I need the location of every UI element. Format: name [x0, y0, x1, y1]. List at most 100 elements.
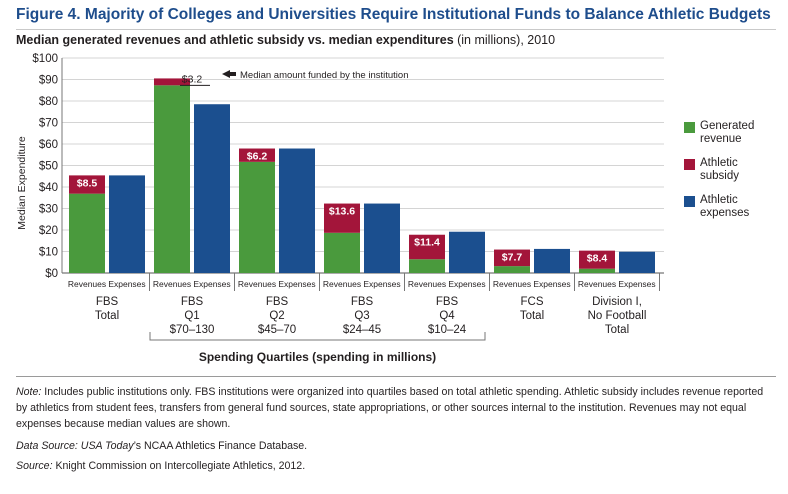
legend-swatch-expenses	[684, 196, 695, 207]
category-label: Q2	[269, 310, 284, 322]
category-label: FBS	[96, 296, 119, 308]
bar-subsidy	[69, 175, 105, 194]
legend-label-subsidy-2: subsidy	[700, 170, 739, 182]
note-paragraph: Note: Includes public institutions only.…	[16, 384, 776, 432]
y-tick-label: $90	[39, 75, 58, 87]
source-rest: Knight Commission on Intercollegiate Ath…	[52, 460, 306, 472]
data-source-italic: USA Today	[77, 440, 134, 452]
notes-block: Note: Includes public institutions only.…	[16, 384, 776, 478]
chart-legend: Generated revenue Athletic subsidy Athle…	[684, 120, 788, 231]
category-label: Total	[605, 324, 629, 336]
figure-title: Figure 4. Majority of Colleges and Unive…	[16, 6, 771, 23]
y-tick-label: $50	[39, 161, 58, 173]
y-axis-label: Median Expenditure	[16, 136, 28, 230]
subtitle-bold: Median generated revenues and athletic s…	[16, 33, 454, 47]
bar-expenses	[364, 203, 400, 273]
legend-label-subsidy-1: Athletic	[700, 157, 738, 169]
bar-label-expenses: Expenses	[618, 279, 655, 289]
bar-subsidy	[324, 203, 360, 233]
category-label: Division I,	[592, 296, 642, 308]
category-label: No Football	[588, 310, 647, 322]
y-tick-label: $70	[39, 118, 58, 130]
legend-swatch-subsidy	[684, 159, 695, 170]
notes-divider	[16, 376, 776, 377]
category-label: Q3	[354, 310, 369, 322]
bar-generated	[239, 161, 275, 273]
bar-generated	[154, 85, 190, 274]
bar-label-expenses: Expenses	[533, 279, 570, 289]
bar-label-revenues: Revenues	[68, 279, 106, 289]
legend-swatch-generated	[684, 122, 695, 133]
bar-subsidy	[154, 78, 190, 86]
bar-generated	[409, 259, 445, 273]
bar-label-expenses: Expenses	[278, 279, 315, 289]
title-divider	[16, 29, 776, 30]
chart-subtitle: Median generated revenues and athletic s…	[16, 33, 555, 47]
bar-expenses	[619, 251, 655, 273]
category-label: $24–45	[343, 324, 381, 336]
bar-expenses	[194, 104, 230, 273]
bar-label-revenues: Revenues	[408, 279, 446, 289]
bar-generated	[324, 232, 360, 273]
y-tick-label: $20	[39, 225, 58, 237]
quartile-bracket-label: Spending Quartiles (spending in millions…	[199, 350, 436, 364]
bar-generated	[579, 268, 615, 273]
category-label: Q4	[439, 310, 455, 322]
y-tick-label: $30	[39, 204, 58, 216]
legend-label-generated-1: Generated	[700, 120, 755, 132]
category-label: Q1	[184, 310, 199, 322]
note-text: Includes public institutions only. FBS i…	[16, 386, 764, 430]
bar-label-revenues: Revenues	[578, 279, 616, 289]
y-tick-label: $0	[45, 268, 58, 280]
category-label: FBS	[351, 296, 374, 308]
legend-item-generated: Generated revenue	[684, 120, 788, 146]
category-label: FCS	[521, 296, 544, 308]
bar-chart: $0 $10 $20 $30 $40 $50 $60 $70 $80 $90 $100 Median …	[16, 53, 664, 364]
legend-label-expenses-2: expenses	[700, 207, 750, 219]
bar-subsidy	[579, 250, 615, 269]
data-source-line: Data Source: USA Today’s NCAA Athletics …	[16, 438, 776, 454]
bar-expenses	[109, 175, 145, 273]
legend-item-expenses: Athletic expenses	[684, 194, 788, 220]
bar-label-expenses: Expenses	[193, 279, 230, 289]
data-label-subsidy: $6.2	[247, 151, 268, 163]
bar-generated	[69, 193, 105, 273]
bar-expenses	[449, 231, 485, 273]
category-label: $70–130	[170, 324, 215, 336]
data-label-subsidy: $8.4	[587, 253, 608, 265]
category-label: $45–70	[258, 324, 296, 336]
bar-subsidy	[494, 249, 530, 267]
bar-expenses	[279, 148, 315, 273]
data-label-subsidy: $8.5	[77, 177, 98, 189]
bar-label-expenses: Expenses	[448, 279, 485, 289]
data-label-subsidy: $13.6	[329, 206, 355, 218]
y-tick-label: $40	[39, 182, 58, 194]
bar-label-revenues: Revenues	[493, 279, 531, 289]
category-label: Total	[95, 310, 119, 322]
category-label: FBS	[266, 296, 289, 308]
y-tick-label: $60	[39, 139, 58, 151]
bar-generated	[494, 266, 530, 273]
bar-expenses	[534, 248, 570, 273]
subtitle-rest: (in millions), 2010	[453, 33, 556, 47]
data-source-rest: ’s NCAA Athletics Finance Database.	[133, 440, 308, 452]
category-label: Total	[520, 310, 544, 322]
bar-subsidy	[409, 234, 445, 260]
source-line: Source: Knight Commission on Intercolleg…	[16, 458, 776, 474]
category-label: FBS	[181, 296, 204, 308]
y-tick-label: $10	[39, 247, 58, 259]
data-label-subsidy: $7.7	[502, 252, 523, 264]
source-label: Source:	[16, 460, 53, 472]
category-label: $10–24	[428, 324, 467, 336]
quartile-bracket	[149, 332, 486, 341]
legend-label-expenses-1: Athletic	[700, 194, 738, 206]
category-label: FBS	[436, 296, 459, 308]
legend-item-subsidy: Athletic subsidy	[684, 157, 788, 183]
bar-label-revenues: Revenues	[238, 279, 276, 289]
bar-label-expenses: Expenses	[363, 279, 400, 289]
y-tick-label: $80	[39, 96, 58, 108]
bar-label-expenses: Expenses	[108, 279, 145, 289]
bar-label-revenues: Revenues	[153, 279, 191, 289]
annotation-arrow-icon	[222, 70, 236, 78]
data-label-subsidy: $11.4	[414, 237, 440, 249]
